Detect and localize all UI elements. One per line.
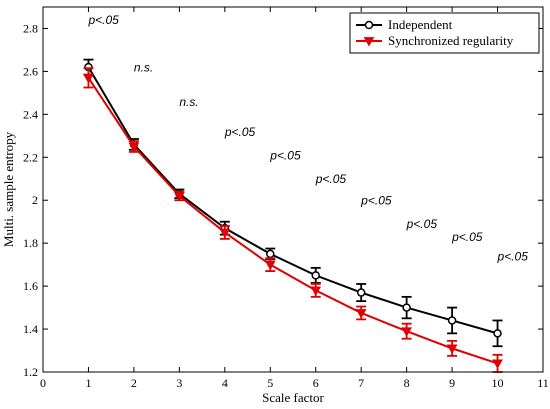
x-tick-labels: 0 1 2 3 4 5 6 7 8 9 10 11 xyxy=(40,376,549,390)
data-point xyxy=(219,228,231,238)
y-tick-label: 2.8 xyxy=(23,21,38,35)
y-tick-label: 1.6 xyxy=(23,279,38,293)
y-tick-label: 1.4 xyxy=(23,322,38,336)
data-point xyxy=(356,288,366,297)
data-point xyxy=(401,327,412,337)
significance-label: p<.05 xyxy=(87,13,119,27)
data-point xyxy=(355,309,367,319)
series-layer xyxy=(83,58,503,373)
data-point xyxy=(174,192,185,202)
data-point xyxy=(492,359,503,369)
x-tick-label: 2 xyxy=(131,376,137,390)
x-tick-label: 4 xyxy=(222,376,228,390)
significance-label: n.s. xyxy=(134,60,153,74)
data-point xyxy=(264,260,276,271)
annotations: p<.05 n.s. n.s. p<.05 p<.05 p<.05 p<.05 p<.05 p<… xyxy=(87,13,528,263)
data-point xyxy=(266,249,275,259)
significance-label: p<.05 xyxy=(315,172,347,186)
legend-label-synchronized: Synchronized regularity xyxy=(388,33,514,48)
x-tick-label: 7 xyxy=(358,376,364,390)
data-point xyxy=(128,142,140,153)
x-tick-label: 6 xyxy=(313,376,319,390)
series-line xyxy=(87,66,498,335)
data-point xyxy=(402,303,411,312)
legend-marker-independent xyxy=(364,20,374,30)
series-synchronized xyxy=(83,67,503,373)
x-tick-label: 0 xyxy=(40,376,46,390)
y-axis-label: Multi. sample entropy xyxy=(1,131,16,247)
significance-label: n.s. xyxy=(179,95,198,109)
y-tick-label: 2 xyxy=(32,193,38,207)
x-tick-label: 3 xyxy=(176,376,182,390)
data-point xyxy=(83,73,94,84)
data-point xyxy=(493,329,502,338)
y-tick-label: 1.2 xyxy=(23,365,38,379)
significance-label: p<.05 xyxy=(497,249,529,263)
series-line xyxy=(87,77,498,365)
y-tick-label: 2.2 xyxy=(23,150,38,164)
x-axis-label: Scale factor xyxy=(262,390,324,405)
x-tick-label: 5 xyxy=(267,376,273,390)
y-tick-label: 2.4 xyxy=(23,107,38,121)
legend-box xyxy=(349,12,540,54)
y-tick-label: 1.8 xyxy=(23,236,38,250)
significance-label: p<.05 xyxy=(360,194,392,208)
x-tick-label: 10 xyxy=(492,376,504,390)
legend: Independent Synchronized regularity xyxy=(349,12,540,54)
plot-frame xyxy=(42,6,544,373)
tick-marks xyxy=(42,7,544,373)
data-point xyxy=(310,286,322,296)
significance-label: p<.05 xyxy=(451,230,483,244)
significance-label: p<.05 xyxy=(406,217,438,231)
significance-label: p<.05 xyxy=(269,148,301,162)
x-tick-label: 1 xyxy=(85,376,91,390)
x-tick-label: 8 xyxy=(404,376,410,390)
series-independent xyxy=(83,58,503,348)
legend-marker-synchronized xyxy=(363,37,375,47)
legend-label-independent: Independent xyxy=(388,17,453,32)
data-point xyxy=(447,316,457,325)
significance-label: p<.05 xyxy=(224,125,256,139)
data-point xyxy=(311,271,320,280)
x-tick-label: 11 xyxy=(537,376,549,390)
x-tick-label: 9 xyxy=(449,376,455,390)
y-tick-labels: 1.2 1.4 1.6 1.8 2 2.2 2.4 2.6 2.8 xyxy=(23,21,38,379)
data-point xyxy=(446,344,458,354)
y-tick-label: 2.6 xyxy=(23,64,38,78)
